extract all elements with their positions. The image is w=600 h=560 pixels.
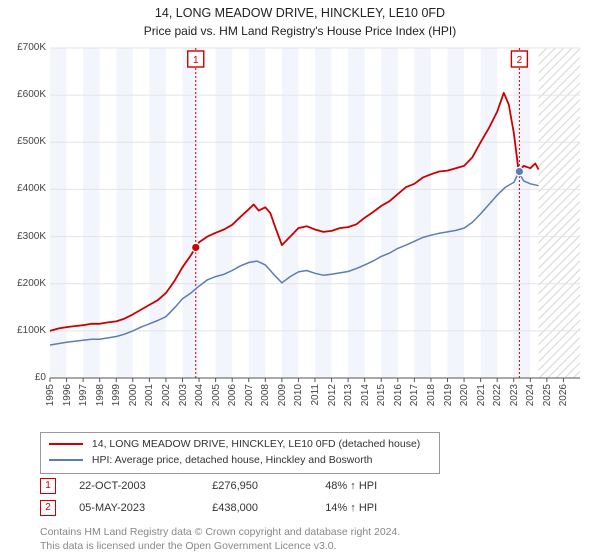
- svg-text:1: 1: [193, 55, 199, 66]
- legend-item-property: 14, LONG MEADOW DRIVE, HINCKLEY, LE10 0F…: [49, 437, 431, 453]
- x-tick-label: 2010: [293, 384, 304, 406]
- event-date-1: 22-OCT-2003: [79, 480, 209, 492]
- x-tick-label: 2022: [492, 384, 503, 406]
- line-chart: 12: [0, 0, 600, 420]
- x-tick-label: 2012: [327, 384, 338, 406]
- event-row-1: 1 22-OCT-2003 £276,950 48% ↑ HPI: [40, 478, 590, 494]
- x-tick-label: 2021: [476, 384, 487, 406]
- x-tick-label: 2004: [194, 384, 205, 406]
- x-tick-label: 1999: [111, 384, 122, 406]
- svg-text:2: 2: [517, 55, 523, 66]
- x-tick-label: 2014: [360, 384, 371, 406]
- legend-item-hpi: HPI: Average price, detached house, Hinc…: [49, 453, 431, 469]
- event-row-2: 2 05-MAY-2023 £438,000 14% ↑ HPI: [40, 500, 590, 516]
- footer-line-1: Contains HM Land Registry data © Crown c…: [40, 526, 400, 538]
- event-marker-2: 2: [40, 500, 56, 516]
- x-tick-label: 1998: [95, 384, 106, 406]
- x-tick-label: 2019: [443, 384, 454, 406]
- x-tick-label: 2009: [277, 384, 288, 406]
- x-tick-label: 1997: [78, 384, 89, 406]
- x-tick-label: 2000: [128, 384, 139, 406]
- legend-label-property: 14, LONG MEADOW DRIVE, HINCKLEY, LE10 0F…: [92, 438, 420, 450]
- legend: 14, LONG MEADOW DRIVE, HINCKLEY, LE10 0F…: [40, 432, 440, 474]
- x-tick-label: 2016: [393, 384, 404, 406]
- x-tick-label: 2006: [227, 384, 238, 406]
- x-tick-label: 2007: [244, 384, 255, 406]
- x-tick-label: 2024: [525, 384, 536, 406]
- x-tick-label: 2003: [178, 384, 189, 406]
- x-tick-label: 2015: [376, 384, 387, 406]
- y-tick-label: £300K: [0, 231, 46, 242]
- x-tick-label: 2002: [161, 384, 172, 406]
- y-tick-label: £700K: [0, 42, 46, 53]
- x-tick-label: 2026: [558, 384, 569, 406]
- event-pct-2: 14% ↑ HPI: [325, 502, 377, 514]
- x-tick-label: 2020: [459, 384, 470, 406]
- y-tick-label: £400K: [0, 183, 46, 194]
- event-marker-1: 1: [40, 478, 56, 494]
- x-tick-label: 2023: [509, 384, 520, 406]
- y-tick-label: £200K: [0, 278, 46, 289]
- chart-container: { "title": "14, LONG MEADOW DRIVE, HINCK…: [0, 0, 600, 560]
- legend-swatch-hpi: [49, 459, 83, 461]
- event-pct-1: 48% ↑ HPI: [325, 480, 377, 492]
- y-tick-label: £600K: [0, 89, 46, 100]
- footer-line-2: This data is licensed under the Open Gov…: [40, 540, 337, 552]
- y-tick-label: £0: [0, 372, 46, 383]
- x-tick-label: 2008: [260, 384, 271, 406]
- legend-label-hpi: HPI: Average price, detached house, Hinc…: [92, 454, 373, 466]
- event-price-2: £438,000: [212, 502, 322, 514]
- x-tick-label: 2001: [144, 384, 155, 406]
- event-price-1: £276,950: [212, 480, 322, 492]
- x-tick-label: 2013: [343, 384, 354, 406]
- y-tick-label: £100K: [0, 325, 46, 336]
- x-tick-label: 1996: [62, 384, 73, 406]
- x-tick-label: 2011: [310, 384, 321, 406]
- legend-swatch-property: [49, 443, 83, 445]
- y-tick-label: £500K: [0, 136, 46, 147]
- x-tick-label: 2018: [426, 384, 437, 406]
- x-tick-label: 2017: [409, 384, 420, 406]
- x-tick-label: 2005: [211, 384, 222, 406]
- event-date-2: 05-MAY-2023: [79, 502, 209, 514]
- x-tick-label: 2025: [542, 384, 553, 406]
- x-tick-label: 1995: [45, 384, 56, 406]
